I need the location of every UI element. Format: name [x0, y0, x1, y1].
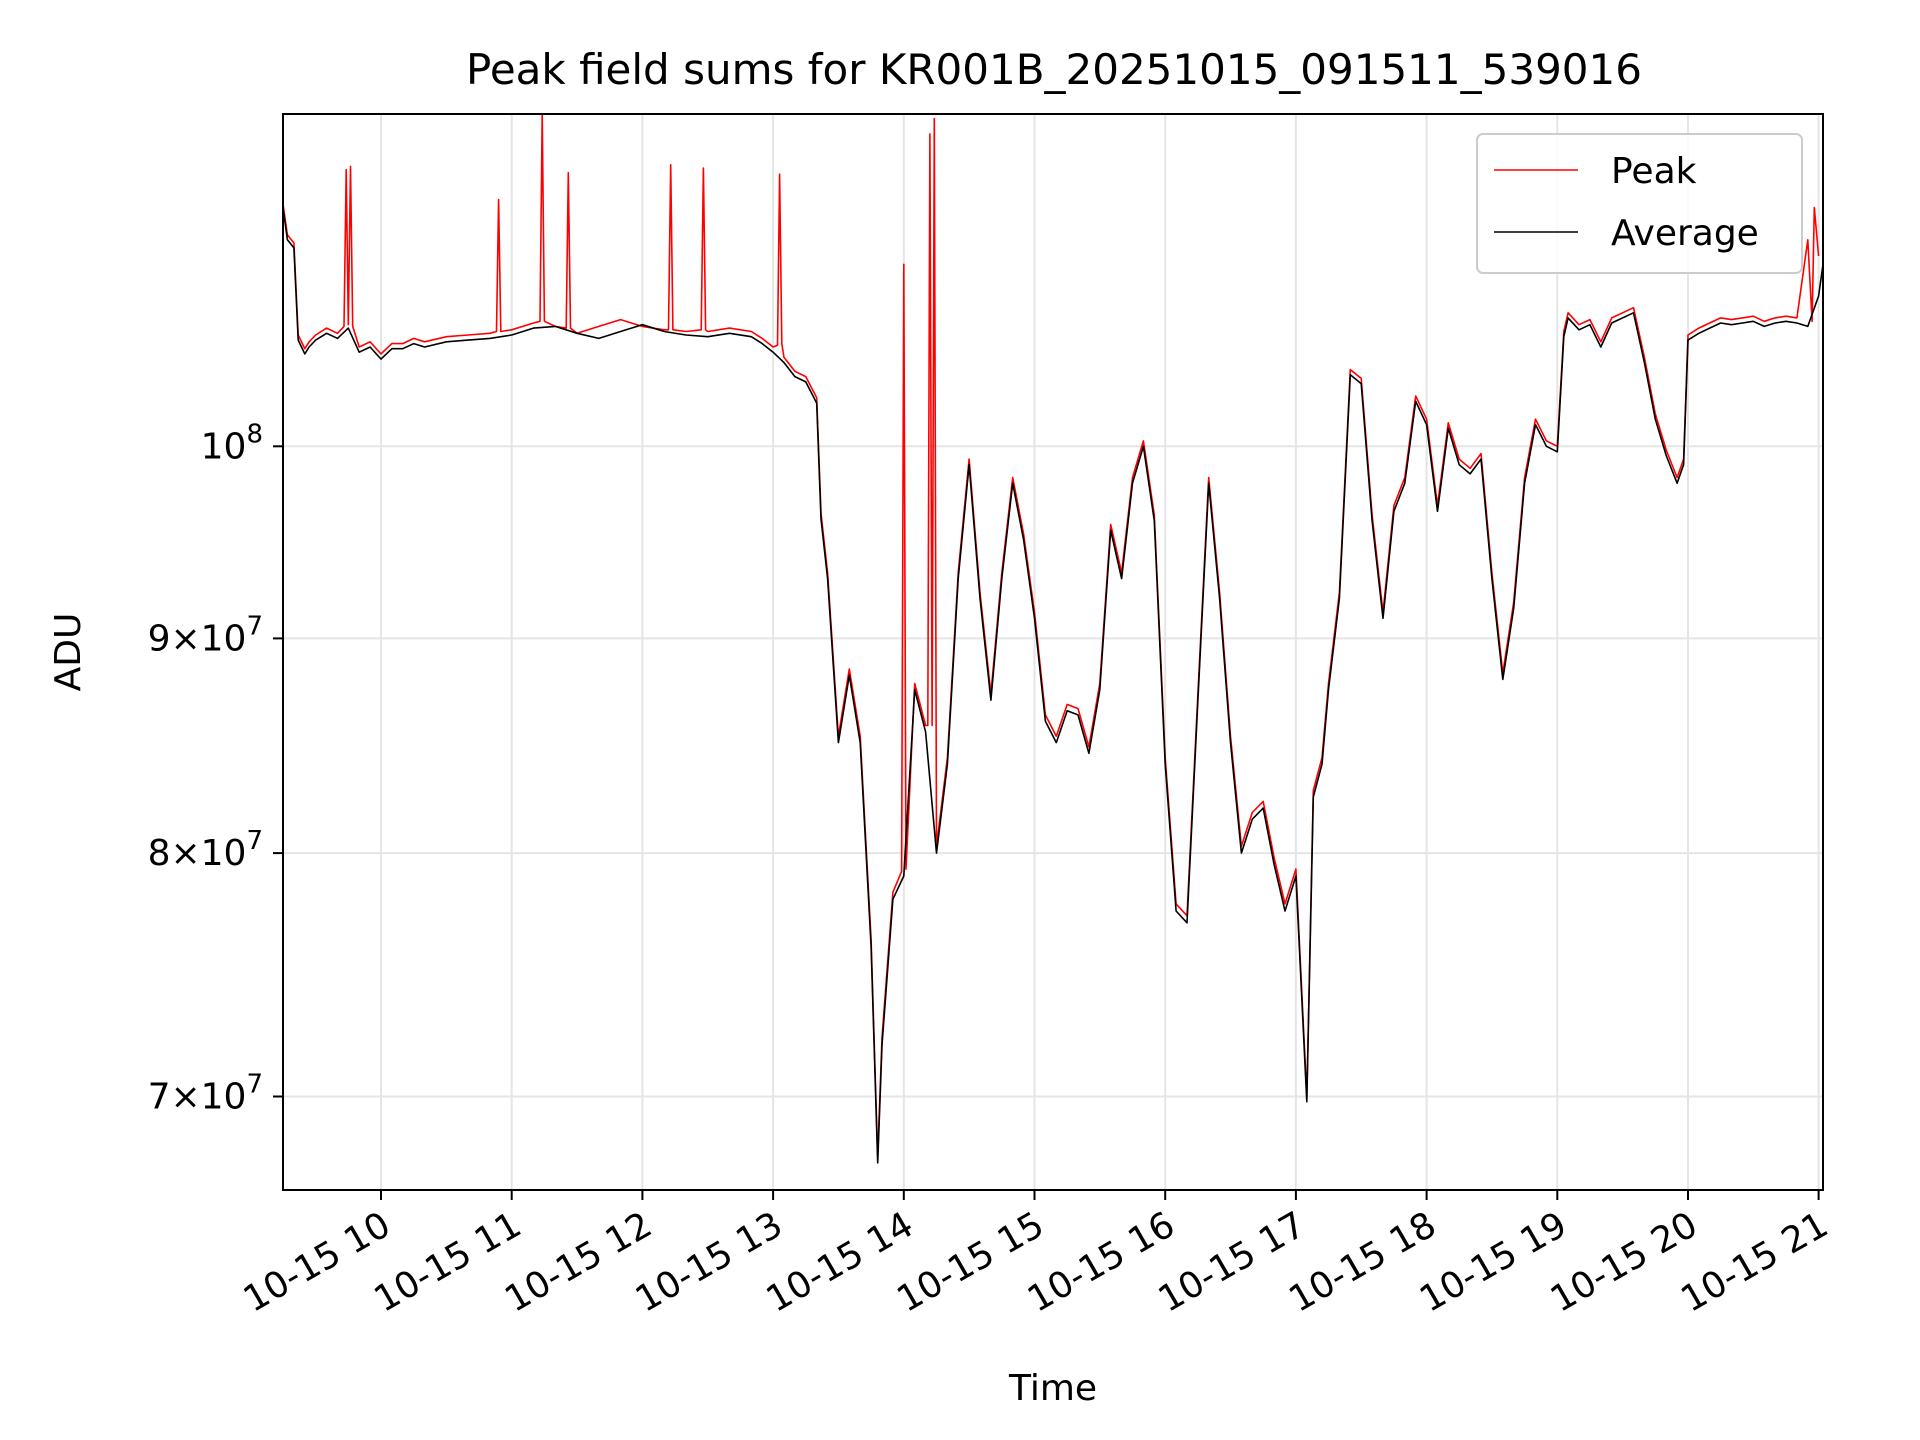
legend: Peak Average	[1476, 133, 1803, 274]
y-tick-label: 8×107	[148, 826, 263, 874]
grid	[283, 114, 1823, 1190]
x-axis-label: Time	[1008, 1368, 1097, 1409]
series-line-average	[283, 207, 1823, 1164]
legend-label-peak: Peak	[1611, 151, 1697, 192]
plot-frame	[282, 113, 1824, 1191]
y-axis: 7×107 8×107 9×107 108	[148, 419, 283, 1118]
legend-label-average: Average	[1611, 213, 1759, 254]
y-tick-label: 108	[201, 419, 263, 467]
y-tick-label: 7×107	[148, 1070, 263, 1118]
legend-box	[1476, 133, 1803, 274]
y-tick-label: 9×107	[148, 611, 263, 659]
y-axis-label: ADU	[48, 613, 89, 692]
series-lines	[283, 114, 1823, 1164]
chart-title: Peak field sums for KR001B_20251015_0915…	[466, 45, 1642, 94]
